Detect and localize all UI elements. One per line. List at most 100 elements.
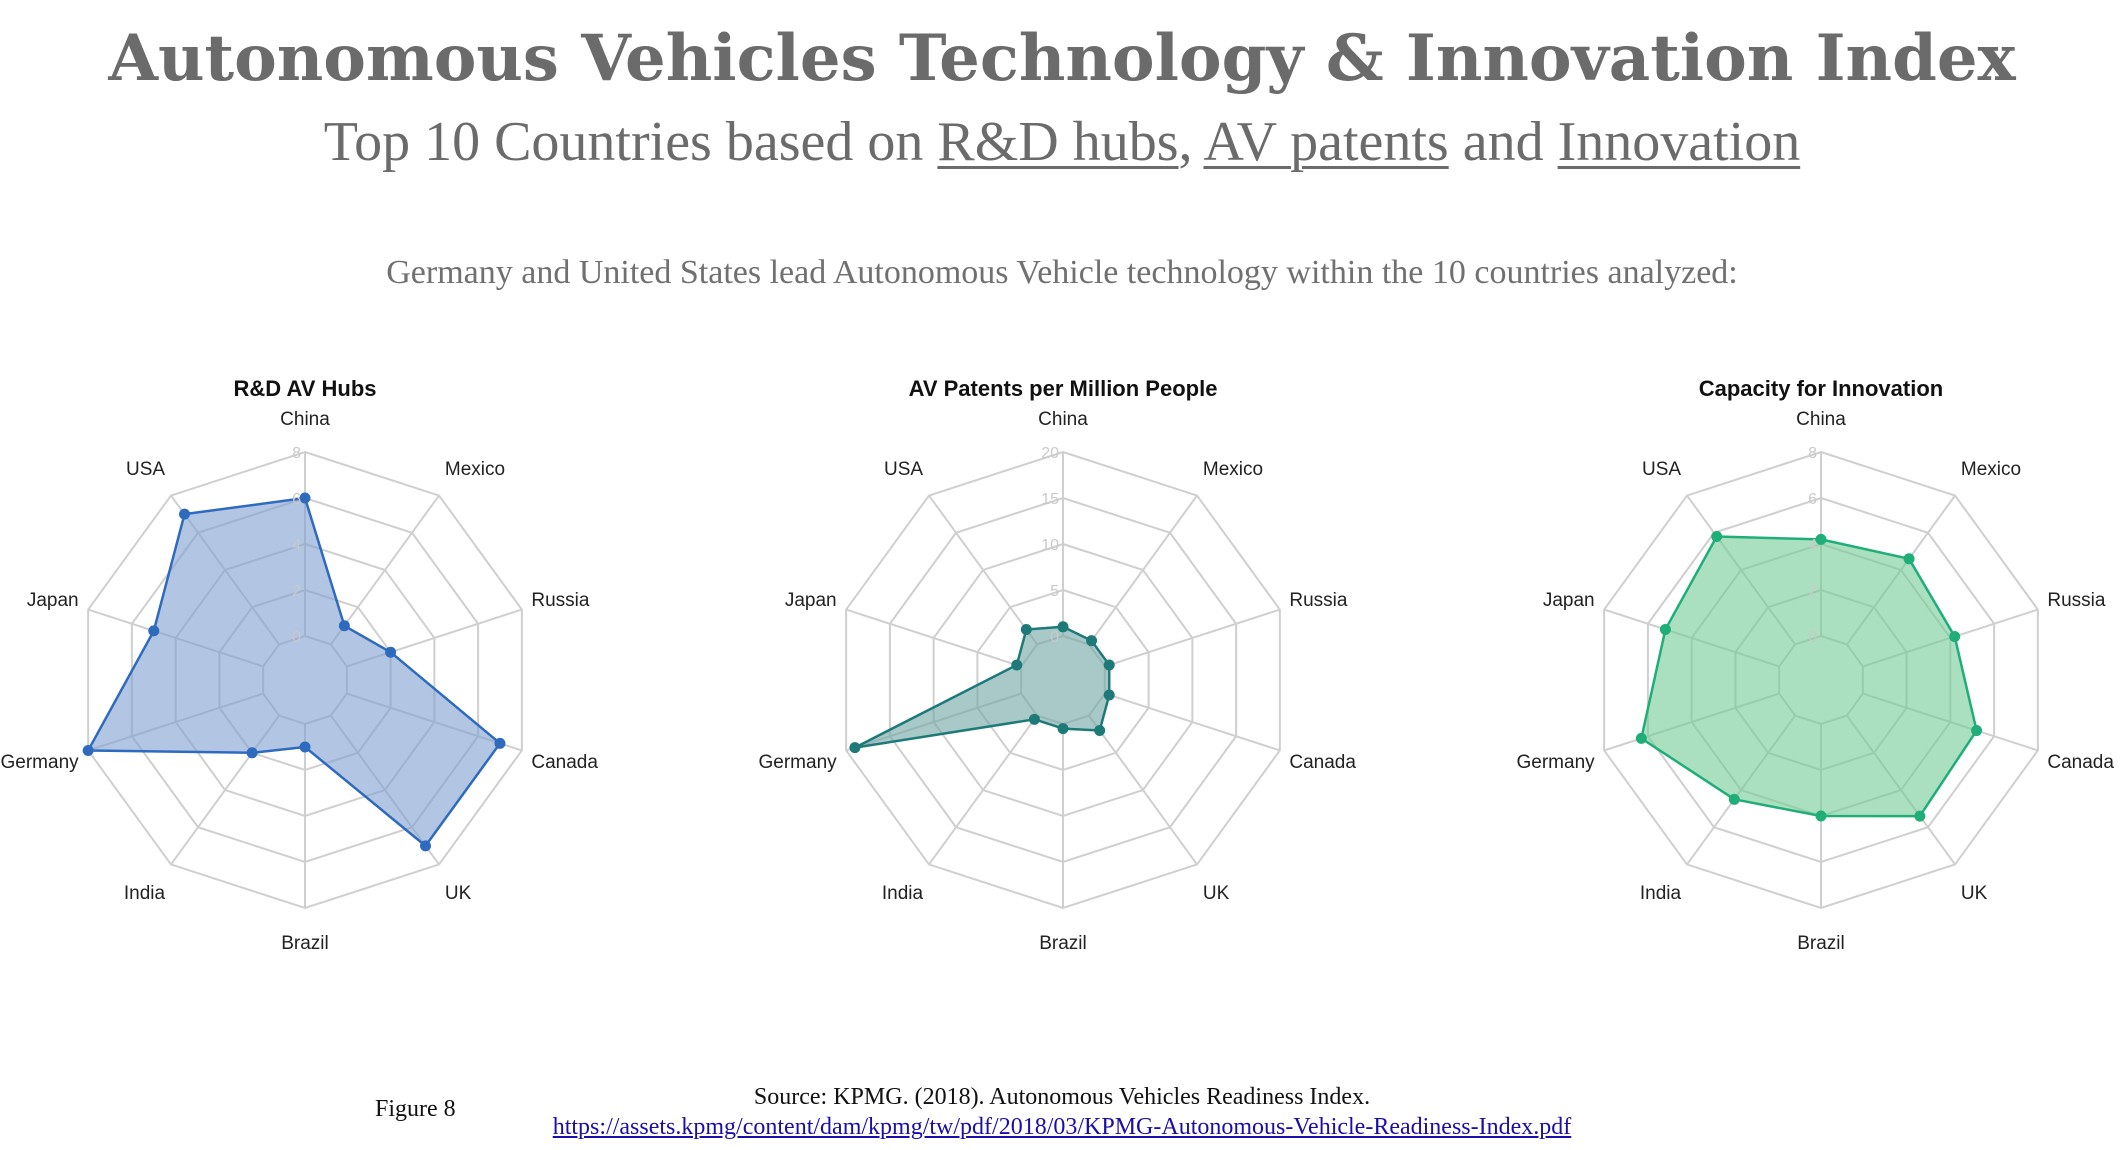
tick-label: 10 [1041,537,1059,554]
tick-label: 6 [1808,491,1817,508]
category-label-usa: USA [884,459,923,480]
data-point-china [1815,533,1827,545]
subtitle-separator: , [1178,111,1204,173]
category-label-canada: Canada [531,752,598,773]
category-label-brazil: Brazil [1039,933,1087,954]
data-point-usa [1711,530,1723,542]
data-point-china [1057,621,1069,633]
grid-spoke [1104,608,1281,668]
data-point-canada [1971,725,1983,737]
category-label-china: China [280,409,330,430]
page-subtitle: Top 10 Countries based on R&D hubs, AV p… [0,102,2124,182]
data-point-japan [148,625,160,637]
category-label-china: China [1038,409,1088,430]
data-point-india [246,747,258,759]
grid-spoke [928,494,1038,645]
chart-title: Capacity for Innovation [1699,376,1943,401]
data-point-india [1028,713,1040,725]
data-point-mexico [1086,635,1098,647]
category-label-india: India [1640,883,1682,904]
category-label-japan: Japan [785,590,837,611]
data-point-uk [1094,724,1106,736]
data-point-uk [419,840,431,852]
grid-spoke [1104,692,1281,752]
radar-chart-rd-av-hubs: R&D AV Hubs 0 2 4 6 8 China Mexico Russia Canada U… [0,360,708,1020]
radar-chart-capacity-innovation: Capacity for Innovation 0 2 4 6 8 China Mexico R… [1516,360,2124,1020]
category-label-russia: Russia [1289,590,1348,611]
data-point-russia [385,646,397,658]
data-point-germany [82,744,94,756]
data-point-uk [1914,810,1926,822]
data-point-germany [849,742,861,754]
subtitle-separator: and [1448,111,1558,173]
radar-chart-svg: AV Patents per Million People 0 5 10 15 20 Chi… [759,376,1357,954]
grid-spoke [330,494,440,645]
chart-title: AV Patents per Million People [909,376,1218,401]
data-point-russia [1949,631,1961,643]
subtitle-link-rd-hubs[interactable]: R&D hubs [937,111,1179,173]
category-label-usa: USA [126,459,165,480]
tick-label: 4 [292,537,301,554]
lead-text: Germany and United States lead Autonomou… [386,254,1738,291]
category-label-mexico: Mexico [445,459,505,480]
data-point-usa [179,508,191,520]
category-label-russia: Russia [531,590,590,611]
category-label-mexico: Mexico [1203,459,1263,480]
category-label-canada: Canada [1289,752,1356,773]
data-point-canada [1103,689,1115,701]
category-label-brazil: Brazil [1797,933,1845,954]
page-title: Autonomous Vehicles Technology & Innovat… [108,21,2016,96]
data-area [1640,535,1978,818]
data-point-brazil [299,741,311,753]
subtitle-link-av-patents[interactable]: AV patents [1203,111,1449,173]
tick-label: 0 [1050,629,1059,646]
tick-label: 5 [1050,583,1059,600]
tick-label: 4 [1808,537,1817,554]
tick-label: 0 [1808,629,1817,646]
subtitle-link-innovation[interactable]: Innovation [1557,111,1801,173]
chart-title: R&D AV Hubs [234,376,377,401]
category-label-india: India [124,883,166,904]
category-label-uk: UK [1203,883,1230,904]
category-label-china: China [1796,409,1846,430]
data-point-usa [1020,624,1032,636]
data-point-germany [1635,732,1647,744]
category-label-mexico: Mexico [1961,459,2021,480]
source-link[interactable]: https://assets.kpmg/content/dam/kpmg/tw/… [552,1114,1572,1140]
category-label-uk: UK [1961,883,1988,904]
data-point-brazil [1815,810,1827,822]
tick-label: 0 [292,629,301,646]
data-point-china [299,492,311,504]
data-point-india [1728,793,1740,805]
source-text: Source: KPMG. (2018). Autonomous Vehicle… [753,1084,1371,1110]
category-label-canada: Canada [2047,752,2114,773]
tick-label: 2 [1808,583,1817,600]
data-point-russia [1103,659,1115,671]
radar-chart-svg: Capacity for Innovation 0 2 4 6 8 China Mexico R… [1517,376,2115,954]
category-label-japan: Japan [1543,590,1595,611]
grid-spoke [1088,715,1198,866]
category-label-germany: Germany [1517,752,1596,773]
data-point-mexico [1903,553,1915,565]
data-point-canada [494,737,506,749]
category-label-japan: Japan [27,590,79,611]
grid-spoke [928,715,1038,866]
charts-row: R&D AV Hubs 0 2 4 6 8 China Mexico Russia Canada U… [0,360,2124,1020]
source-citation: Source: KPMG. (2018). Autonomous Vehicle… [0,1082,2124,1142]
tick-label: 6 [292,491,301,508]
grid-spoke [845,608,1022,668]
radar-chart-svg: R&D AV Hubs 0 2 4 6 8 China Mexico Russia Canada U… [1,376,599,954]
category-label-india: India [882,883,924,904]
data-point-mexico [338,620,350,632]
category-label-brazil: Brazil [281,933,329,954]
category-label-usa: USA [1642,459,1681,480]
data-point-japan [1011,659,1023,671]
tick-label: 8 [1808,445,1817,462]
category-label-russia: Russia [2047,590,2106,611]
tick-label: 20 [1041,445,1059,462]
grid-spoke [1088,494,1198,645]
tick-label: 2 [292,583,301,600]
tick-label: 15 [1041,491,1059,508]
category-label-germany: Germany [1,752,80,773]
data-point-japan [1659,623,1671,635]
